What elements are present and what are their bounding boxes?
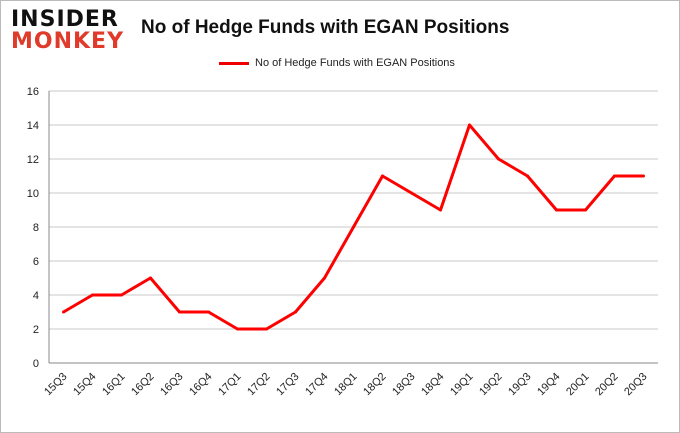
- data-point: [294, 310, 297, 314]
- y-tick-label: 4: [33, 290, 39, 302]
- x-tick-label: 17Q4: [303, 371, 331, 399]
- x-tick-label: 17Q1: [216, 371, 244, 399]
- data-point: [149, 276, 152, 280]
- legend: No of Hedge Funds with EGAN Positions: [219, 57, 455, 69]
- data-point: [381, 174, 384, 178]
- y-tick-label: 8: [33, 222, 39, 234]
- x-tick-label: 15Q4: [71, 371, 99, 399]
- y-tick-label: 14: [27, 120, 39, 132]
- data-point: [265, 327, 268, 331]
- legend-swatch: [219, 61, 249, 65]
- data-point: [439, 208, 442, 212]
- y-tick-label: 2: [33, 324, 39, 336]
- x-tick-label: 16Q4: [187, 371, 215, 399]
- x-tick-label: 20Q2: [593, 371, 621, 399]
- data-point: [207, 310, 210, 314]
- x-tick-label: 20Q1: [564, 371, 592, 399]
- x-tick-label: 18Q3: [390, 371, 418, 399]
- y-tick-label: 12: [27, 154, 39, 166]
- x-tick-label: 16Q3: [158, 371, 186, 399]
- data-point: [323, 276, 326, 280]
- x-tick-label: 17Q2: [245, 371, 273, 399]
- legend-label: No of Hedge Funds with EGAN Positions: [255, 57, 455, 69]
- x-tick-label: 17Q3: [274, 371, 302, 399]
- chart-title: No of Hedge Funds with EGAN Positions: [141, 17, 510, 38]
- data-point: [62, 310, 65, 314]
- data-point: [555, 208, 558, 212]
- x-tick-label: 15Q3: [42, 371, 70, 399]
- data-point: [236, 327, 239, 331]
- data-point: [91, 293, 94, 297]
- y-tick-label: 0: [33, 358, 39, 370]
- x-tick-label: 18Q2: [361, 371, 389, 399]
- x-tick-label: 19Q4: [535, 371, 563, 399]
- data-point: [526, 174, 529, 178]
- y-tick-label: 6: [33, 256, 39, 268]
- x-tick-label: 16Q2: [129, 371, 157, 399]
- data-point: [497, 157, 500, 161]
- logo-line2: MONKEY: [11, 29, 125, 54]
- x-tick-label: 20Q3: [622, 371, 650, 399]
- y-tick-label: 16: [27, 86, 39, 98]
- x-tick-label: 18Q4: [419, 371, 447, 399]
- x-tick-label: 16Q1: [100, 371, 128, 399]
- data-point: [410, 191, 413, 195]
- insider-monkey-logo: INSIDER MONKEY: [11, 9, 124, 53]
- x-tick-label: 19Q1: [448, 371, 476, 399]
- data-point: [178, 310, 181, 314]
- x-tick-label: 19Q3: [506, 371, 534, 399]
- data-point: [613, 174, 616, 178]
- data-point: [642, 174, 645, 178]
- logo-line1: INSIDER: [11, 7, 119, 32]
- data-point: [120, 293, 123, 297]
- data-point: [584, 208, 587, 212]
- data-point: [352, 225, 355, 229]
- data-point: [468, 123, 471, 127]
- x-tick-label: 18Q1: [332, 371, 360, 399]
- y-tick-label: 10: [27, 188, 39, 200]
- x-tick-label: 19Q2: [477, 371, 505, 399]
